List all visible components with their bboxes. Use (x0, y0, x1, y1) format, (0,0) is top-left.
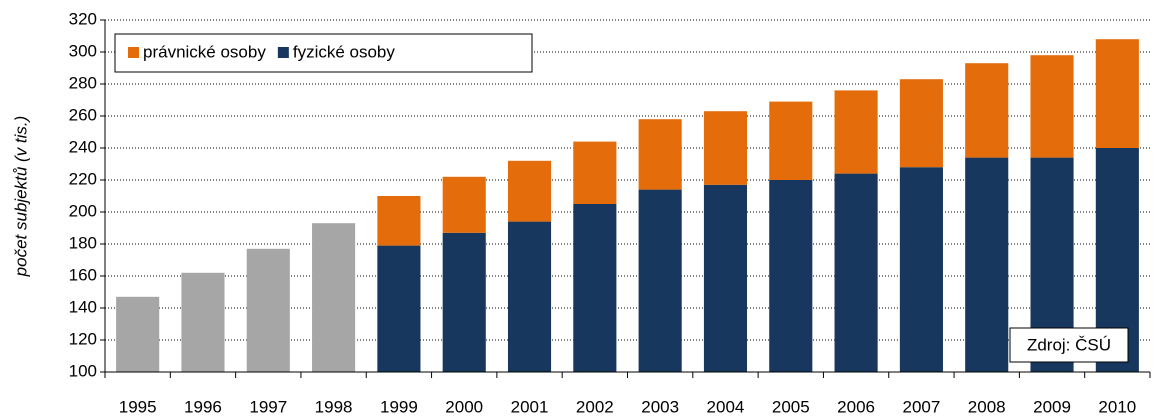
x-tick-label: 2003 (641, 397, 679, 416)
bar (442, 232, 486, 372)
y-tick-label: 180 (69, 233, 97, 252)
bar (1095, 39, 1139, 149)
y-tick-label: 260 (69, 105, 97, 124)
x-tick-label: 2001 (511, 397, 549, 416)
legend: právnické osoby fyzické osoby (114, 33, 533, 73)
x-tick-label: 2000 (445, 397, 483, 416)
y-tick-label: 100 (69, 361, 97, 380)
bar (638, 119, 682, 190)
legend-swatch (277, 47, 289, 58)
bar (442, 176, 486, 233)
x-tick-label: 1997 (249, 397, 287, 416)
x-tick-label: 2010 (1098, 397, 1136, 416)
y-tick-label: 220 (69, 169, 97, 188)
y-tick-label: 120 (69, 329, 97, 348)
bar (769, 180, 813, 372)
legend-swatch (128, 47, 139, 58)
bar (573, 204, 617, 372)
bar (638, 189, 682, 372)
y-tick-label: 160 (69, 265, 97, 284)
annotation: Zdroj: ČSÚ (1027, 335, 1111, 354)
bar (703, 111, 748, 185)
x-tick-label: 2002 (576, 397, 614, 416)
bar (899, 167, 943, 372)
bar (965, 63, 1009, 158)
bar (116, 296, 160, 372)
x-tick-label: 1999 (380, 397, 418, 416)
bar (181, 272, 225, 372)
y-tick-label: 320 (69, 9, 97, 28)
bar (246, 248, 290, 372)
bar (573, 141, 617, 204)
bar (312, 223, 356, 372)
y-tick-label: 280 (69, 73, 97, 92)
bar (703, 184, 748, 372)
x-tick-label: 2007 (902, 397, 940, 416)
bar (834, 173, 878, 372)
legend-box (114, 33, 533, 73)
y-tick-label: 240 (69, 137, 97, 156)
y-tick-label: 300 (69, 41, 97, 60)
bar (507, 221, 552, 372)
x-tick-label: 2006 (837, 397, 875, 416)
y-tick-label: 140 (69, 297, 97, 316)
bar (377, 196, 421, 246)
x-tick-label: 2004 (707, 397, 745, 416)
y-tick-label: 200 (69, 201, 97, 220)
legend-label: fyzické osoby (293, 42, 396, 61)
x-tick-label: 1995 (119, 397, 157, 416)
bar (834, 90, 878, 174)
bar (507, 160, 552, 222)
x-tick-label: 1998 (315, 397, 353, 416)
x-tick-label: 2008 (968, 397, 1006, 416)
bar (965, 157, 1009, 372)
bar (899, 79, 943, 168)
x-tick-label: 2009 (1033, 397, 1071, 416)
bar (769, 101, 813, 180)
bar (1030, 55, 1074, 158)
legend-label: právnické osoby (143, 42, 266, 61)
x-tick-label: 1996 (184, 397, 222, 416)
y-axis-label: počet subjektů (v tis.) (11, 116, 30, 278)
x-tick-label: 2005 (772, 397, 810, 416)
annotation-box (1009, 327, 1129, 363)
bar (377, 245, 421, 372)
